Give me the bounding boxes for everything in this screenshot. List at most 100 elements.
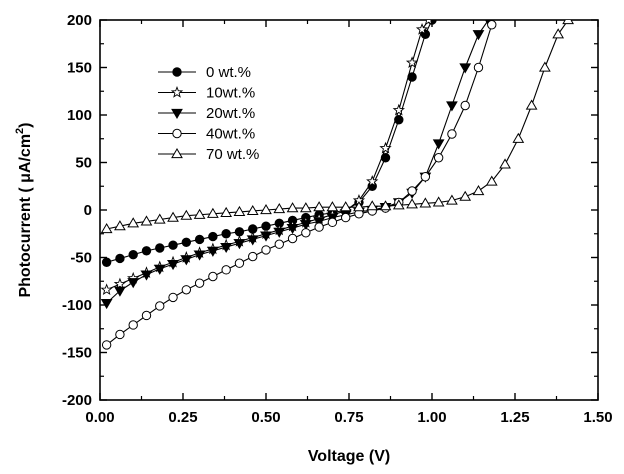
data-point <box>155 243 165 253</box>
x-tick-label: 0.75 <box>334 409 363 426</box>
legend-label: 20wt.% <box>206 105 255 122</box>
data-point <box>299 202 312 213</box>
data-point <box>181 237 192 248</box>
data-point <box>141 310 152 321</box>
data-point <box>100 223 113 234</box>
x-tick-label: 0.25 <box>168 409 197 426</box>
data-point <box>562 20 574 25</box>
y-tick-label: 150 <box>67 60 92 77</box>
data-point <box>392 199 405 210</box>
data-point <box>194 234 205 245</box>
data-point <box>221 229 231 239</box>
data-point <box>234 258 245 268</box>
data-point <box>153 264 166 275</box>
data-point <box>233 239 246 250</box>
data-point <box>405 56 419 68</box>
y-tick-label: 200 <box>67 12 92 29</box>
data-point <box>327 217 338 228</box>
data-point <box>128 320 138 330</box>
legend-label: 40wt.% <box>206 126 255 143</box>
x-tick-label: 0.00 <box>85 409 114 426</box>
data-point <box>114 220 126 231</box>
x-tick-label: 1.25 <box>500 409 529 426</box>
x-tick-label: 1.50 <box>583 409 612 426</box>
data-point <box>313 201 325 212</box>
y-tick-label: -150 <box>62 345 92 362</box>
data-point <box>459 190 472 201</box>
data-point <box>167 260 179 271</box>
data-point <box>512 132 525 143</box>
data-point <box>168 292 178 303</box>
series-line <box>106 20 489 304</box>
data-point <box>274 239 284 249</box>
data-point <box>459 63 472 74</box>
data-point <box>207 246 219 257</box>
data-point <box>208 271 218 282</box>
data-point <box>299 220 312 231</box>
data-point <box>313 217 325 228</box>
data-point <box>552 28 565 39</box>
data-point <box>260 204 272 215</box>
legend-marker <box>171 148 183 159</box>
data-point <box>101 257 112 267</box>
series-4 <box>101 20 497 350</box>
y-tick-label: -50 <box>70 250 92 267</box>
data-point <box>366 200 379 211</box>
data-point <box>473 62 484 73</box>
data-point <box>181 285 192 295</box>
data-point <box>392 103 405 116</box>
data-point <box>248 251 258 262</box>
data-point <box>286 223 299 235</box>
data-point <box>447 129 457 139</box>
x-axis-title: Voltage (V) <box>308 448 390 465</box>
data-point <box>432 196 445 207</box>
data-point <box>340 212 351 223</box>
legend-item: 0 wt.% <box>158 64 251 81</box>
data-point <box>446 194 458 205</box>
data-point <box>499 158 511 169</box>
data-point <box>301 228 311 238</box>
data-point <box>460 100 470 111</box>
data-point <box>273 203 286 214</box>
data-point <box>115 253 125 264</box>
legend: 0 wt.% 10wt.% 20wt.% 40wt.% 70 wt.% <box>158 64 259 163</box>
data-point <box>207 207 219 218</box>
axis-ticks: 0.00 0.25 0.50 0.75 1.00 1.25 1.50 -200 -150 -100… <box>62 12 613 426</box>
data-point <box>128 249 138 260</box>
series-line <box>106 24 493 346</box>
data-point <box>127 278 140 289</box>
series-5 <box>100 20 574 234</box>
data-point <box>353 201 365 212</box>
data-point <box>194 278 205 288</box>
data-point <box>246 204 259 216</box>
legend-item: 20wt.% <box>158 105 255 122</box>
legend-marker <box>171 108 183 119</box>
data-point <box>379 200 392 211</box>
data-point <box>113 277 127 290</box>
data-point <box>141 246 152 256</box>
data-point <box>101 340 112 350</box>
legend-item: 10wt.% <box>158 85 255 102</box>
legend-item: 70 wt.% <box>158 146 259 163</box>
data-point <box>114 286 126 297</box>
data-point <box>115 329 125 340</box>
data-point <box>287 233 298 244</box>
y-axis-title-superscript: 2 <box>14 128 26 134</box>
legend-item: 40wt.% <box>158 126 255 143</box>
data-point <box>153 213 166 224</box>
data-point <box>193 250 206 261</box>
data-point <box>168 240 178 250</box>
data-point <box>419 197 432 208</box>
data-point <box>286 202 299 213</box>
data-point <box>420 172 431 182</box>
y-axis-title-main: Photocurrent ( μA/cm <box>17 134 34 298</box>
data-point <box>100 283 113 296</box>
data-point <box>446 101 458 112</box>
data-point <box>220 242 233 254</box>
data-point <box>193 208 206 219</box>
series-layer <box>100 20 574 350</box>
data-point <box>314 222 324 232</box>
y-axis-title-end: ) <box>17 122 34 127</box>
legend-marker <box>172 67 182 77</box>
